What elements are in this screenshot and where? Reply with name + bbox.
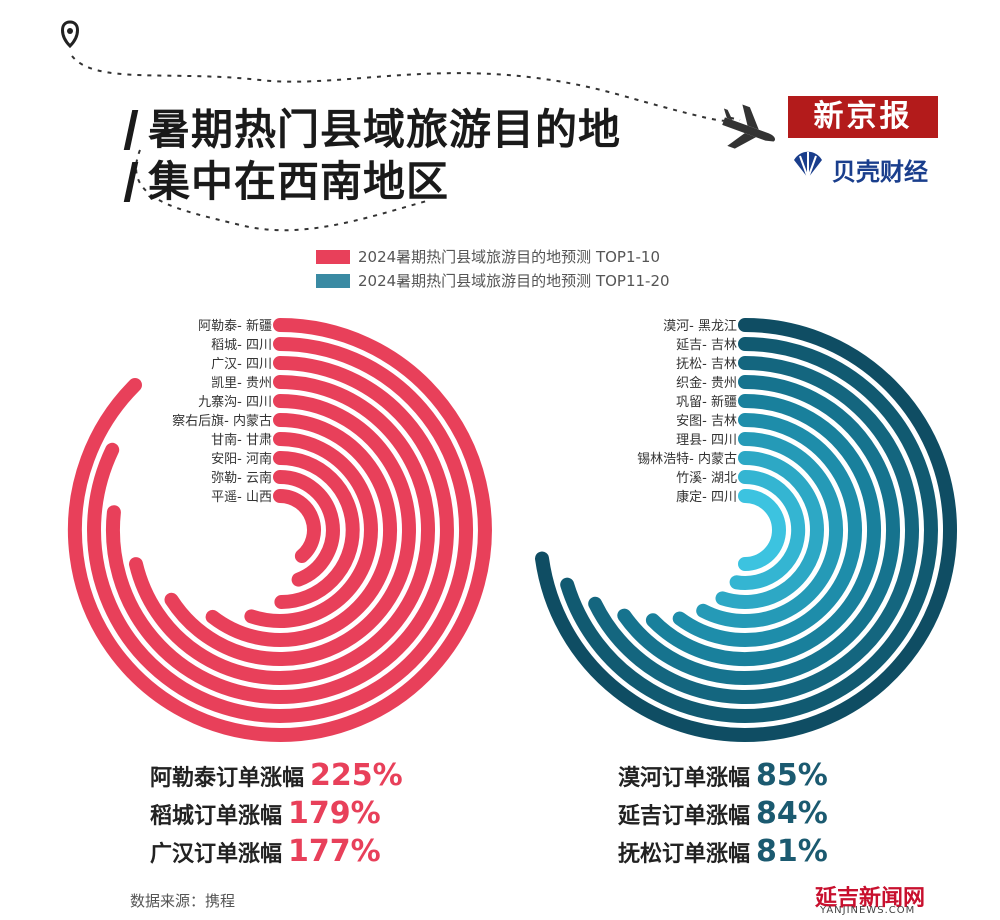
radial-bar: [273, 470, 340, 587]
category-label: 延吉- 吉林: [676, 338, 737, 353]
title-text-2: 集中在西南地区: [148, 157, 450, 206]
yanji-news-logo: 延吉新闻网: [815, 886, 926, 911]
category-label: 锡林浩特- 内蒙古: [637, 451, 737, 467]
radial-bar: [205, 413, 398, 647]
category-label: 甘南- 甘肃: [211, 432, 272, 448]
stat-right-2: 延吉订单涨幅 84%: [618, 796, 828, 831]
xinjingbao-logo: 新京报: [788, 96, 938, 138]
radial-bar: [164, 394, 416, 666]
radial-bar: [129, 375, 436, 685]
radial-bar: [715, 451, 824, 609]
category-label: 织金- 贵州: [676, 375, 737, 391]
radial-bar: [244, 432, 378, 628]
title-line-2: 集中在西南地区: [123, 148, 450, 209]
category-label: 理县- 四川: [676, 433, 737, 448]
category-label: 巩留- 新疆: [676, 394, 737, 410]
legend-swatch-teal: [316, 274, 350, 288]
legend-label-top11-20: 2024暑期热门县域旅游目的地预测 TOP11-20: [358, 272, 670, 290]
category-label: 安阳- 河南: [211, 451, 272, 467]
legend-item-top11-20: 2024暑期热门县域旅游目的地预测 TOP11-20: [316, 270, 670, 291]
stat-value: 85%: [756, 758, 828, 793]
stat-label: 延吉订单涨幅: [618, 804, 751, 829]
category-label: 九寨沟- 四川: [198, 394, 272, 410]
category-label: 康定- 四川: [676, 489, 737, 505]
stat-left-1: 阿勒泰订单涨幅 225%: [150, 758, 403, 793]
radial-bar: [105, 356, 454, 704]
category-label: 安图- 吉林: [676, 414, 737, 429]
category-label: 稻城- 四川: [211, 338, 272, 353]
data-source: 数据来源：携程: [130, 892, 236, 910]
yanji-news-url: YANJINEWS.COM: [820, 905, 916, 916]
stat-label: 漠河订单涨幅: [618, 766, 751, 791]
category-label: 漠河- 黑龙江: [663, 319, 737, 334]
category-label: 察右后旗- 内蒙古: [172, 413, 272, 429]
radial-bar: [696, 432, 844, 628]
radial-bar: [273, 450, 360, 609]
radial-bar: [738, 489, 786, 571]
stat-label: 阿勒泰订单涨幅: [150, 766, 305, 791]
category-label: 抚松- 吉林: [676, 357, 737, 372]
category-label: 竹溪- 湖北: [676, 471, 737, 486]
category-label: 弥勒- 云南: [211, 470, 272, 486]
category-label: 阿勒泰- 新疆: [198, 318, 272, 334]
category-label: 凯里- 贵州: [211, 376, 272, 391]
radial-bar: [588, 356, 919, 704]
airplane-icon: [722, 104, 776, 149]
radial-bar: [672, 413, 863, 647]
stat-label: 广汉订单涨幅: [150, 842, 283, 867]
stat-value: 177%: [288, 834, 381, 869]
legend-item-top1-10: 2024暑期热门县域旅游目的地预测 TOP1-10: [316, 246, 660, 267]
radial-bar: [729, 469, 806, 590]
legend-swatch-red: [316, 250, 350, 264]
radial-bar: [87, 337, 474, 723]
stat-left-3: 广汉订单涨幅 177%: [150, 834, 381, 869]
stat-value: 84%: [756, 796, 828, 831]
stat-value: 225%: [310, 758, 403, 793]
beike-caijing-logo: 贝壳财经: [832, 158, 928, 186]
title-text-1: 暑期热门县域旅游目的地: [148, 105, 622, 154]
map-pin-icon: [61, 20, 79, 49]
legend-label-top1-10: 2024暑期热门县域旅游目的地预测 TOP1-10: [358, 248, 661, 266]
radial-bar: [535, 318, 958, 742]
stat-value: 179%: [288, 796, 381, 831]
stat-value: 81%: [756, 834, 828, 869]
radial-bar: [617, 375, 901, 685]
radial-bar: [645, 394, 881, 666]
stat-right-1: 漠河订单涨幅 85%: [618, 758, 828, 793]
stat-left-2: 稻城订单涨幅 179%: [150, 796, 381, 831]
category-label: 平遥- 山西: [211, 490, 272, 505]
category-label: 广汉- 四川: [211, 357, 272, 372]
radial-bar: [67, 318, 492, 742]
shell-logo-icon: [794, 151, 822, 179]
title-line-1: 暑期热门县域旅游目的地: [123, 96, 622, 157]
stat-label: 抚松订单涨幅: [618, 842, 751, 867]
radial-bar: [560, 337, 938, 723]
stat-right-3: 抚松订单涨幅 81%: [618, 834, 828, 869]
stat-label: 稻城订单涨幅: [150, 804, 283, 829]
radial-bar: [273, 489, 321, 563]
